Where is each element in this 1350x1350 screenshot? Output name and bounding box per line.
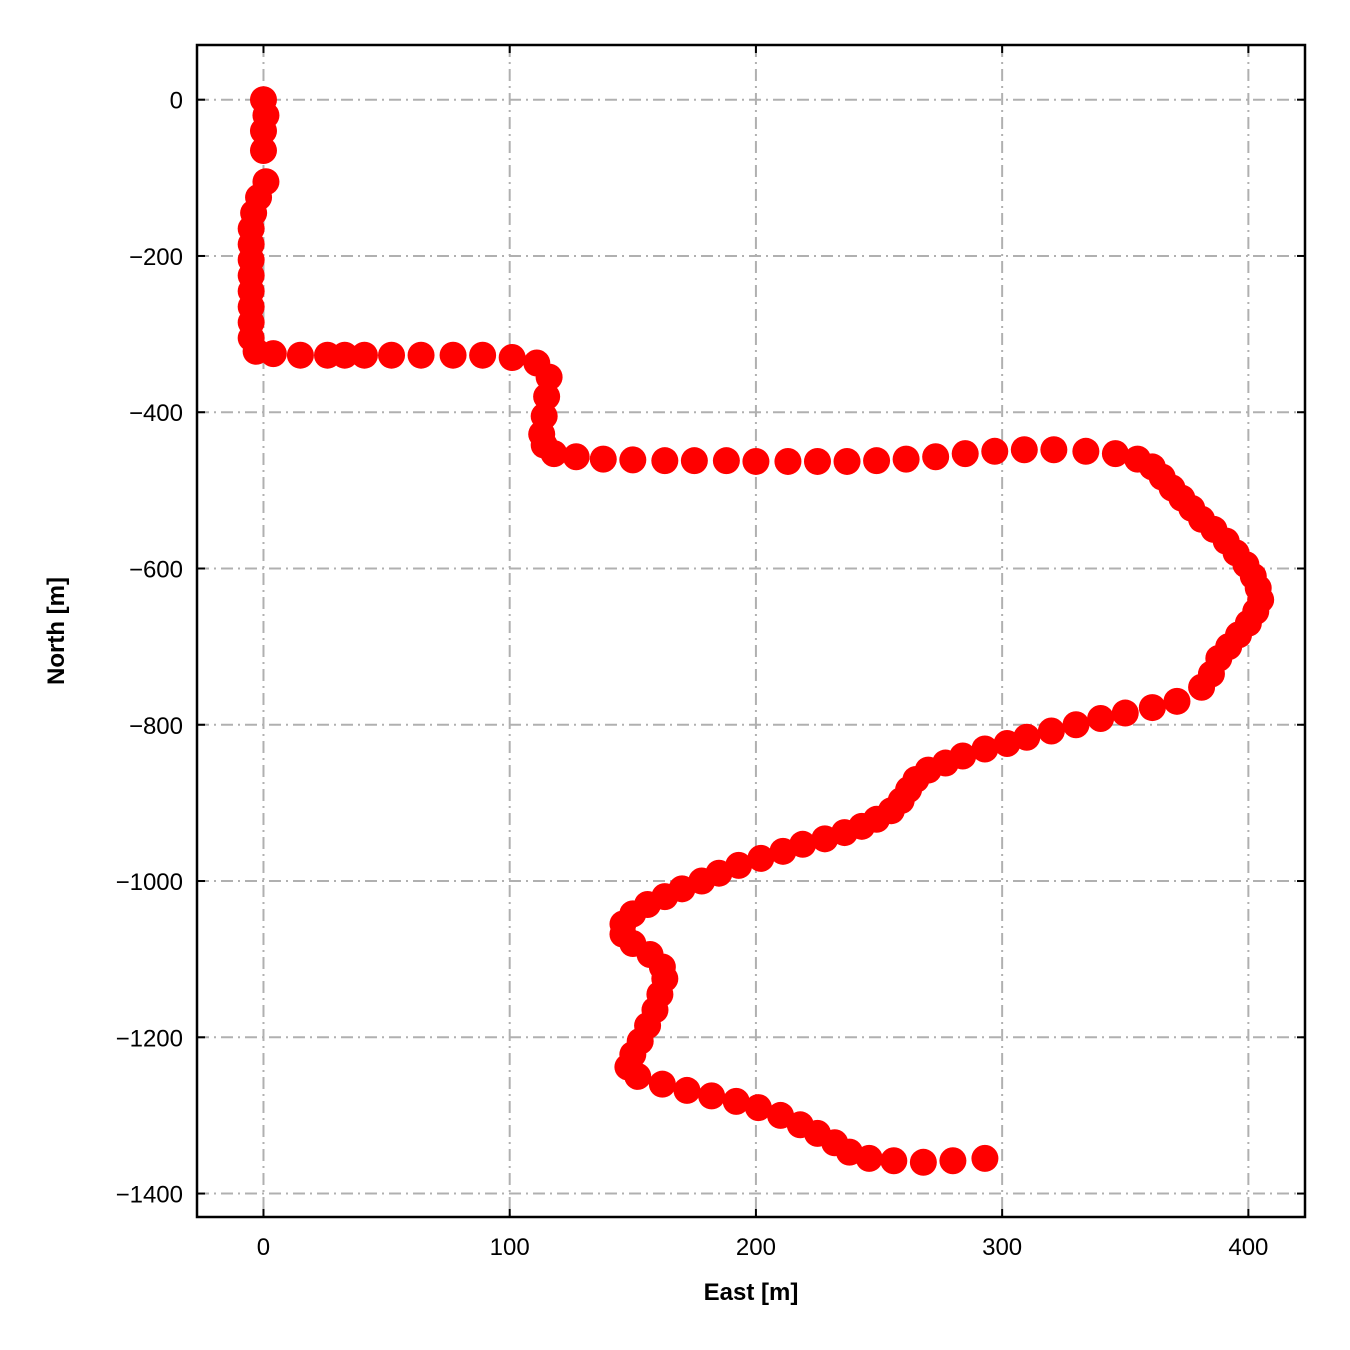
y-tick-labels: 0 −200 −400 −600 −800 −1000 −1200 −1400 (116, 88, 183, 1209)
data-point (971, 735, 999, 763)
data-point (249, 117, 277, 145)
data-point (1163, 687, 1191, 715)
data-point (286, 341, 314, 369)
data-point (855, 1144, 883, 1172)
data-point (863, 447, 891, 475)
data-point (939, 1147, 967, 1175)
data-point (722, 1087, 750, 1115)
data-point (469, 341, 497, 369)
data-point (589, 445, 617, 473)
data-point (922, 443, 950, 471)
data-point (880, 1147, 908, 1175)
data-point (1087, 705, 1115, 733)
y-tick-label: −400 (129, 400, 183, 427)
data-point (562, 443, 590, 471)
data-point (249, 136, 277, 164)
data-point (498, 344, 526, 372)
data-point (698, 1082, 726, 1110)
data-point (971, 1144, 999, 1172)
data-point (1040, 436, 1068, 464)
data-points (237, 86, 1275, 1176)
y-axis-label: North [m] (43, 577, 70, 685)
x-axis-label: East [m] (704, 1279, 799, 1306)
data-point (1062, 711, 1090, 739)
data-point (742, 447, 770, 475)
data-point (259, 340, 287, 368)
data-point (909, 1148, 937, 1176)
data-point (769, 837, 797, 865)
data-point (803, 447, 831, 475)
data-point (744, 1094, 772, 1122)
data-point (1010, 436, 1038, 464)
x-tick-label: 200 (736, 1234, 776, 1261)
y-tick-label: −800 (129, 713, 183, 740)
data-point (993, 730, 1021, 758)
data-point (951, 440, 979, 468)
x-tick-labels: 0 100 200 300 400 (257, 1234, 1269, 1261)
data-point (624, 1062, 652, 1090)
data-point (350, 341, 378, 369)
y-tick-label: −1000 (116, 869, 183, 896)
data-point (619, 446, 647, 474)
data-point (1101, 440, 1129, 468)
data-point (747, 844, 775, 872)
x-tick-label: 100 (490, 1234, 530, 1261)
data-point (833, 447, 861, 475)
data-point (673, 1076, 701, 1104)
data-point (1111, 699, 1139, 727)
data-point (540, 440, 568, 468)
data-point (1188, 673, 1216, 701)
data-point (981, 437, 1009, 465)
data-point (774, 447, 802, 475)
x-tick-label: 0 (257, 1234, 270, 1261)
data-point (1138, 694, 1166, 722)
x-tick-label: 300 (982, 1234, 1022, 1261)
data-point (1037, 717, 1065, 745)
y-tick-label: −1400 (116, 1182, 183, 1209)
data-point (407, 341, 435, 369)
y-tick-label: −600 (129, 556, 183, 583)
data-point (331, 341, 359, 369)
y-tick-label: −1200 (116, 1025, 183, 1052)
data-point (378, 341, 406, 369)
data-point (651, 447, 679, 475)
x-tick-label: 400 (1228, 1234, 1268, 1261)
data-point (811, 825, 839, 853)
data-point (680, 447, 708, 475)
data-point (712, 447, 740, 475)
plot-frame (195, 43, 1307, 1219)
data-point (892, 445, 920, 473)
data-point (439, 341, 467, 369)
axis-ticks (197, 45, 1305, 1217)
y-tick-label: 0 (170, 88, 183, 115)
data-point (648, 1070, 676, 1098)
data-point (1072, 437, 1100, 465)
y-tick-label: −200 (129, 244, 183, 271)
